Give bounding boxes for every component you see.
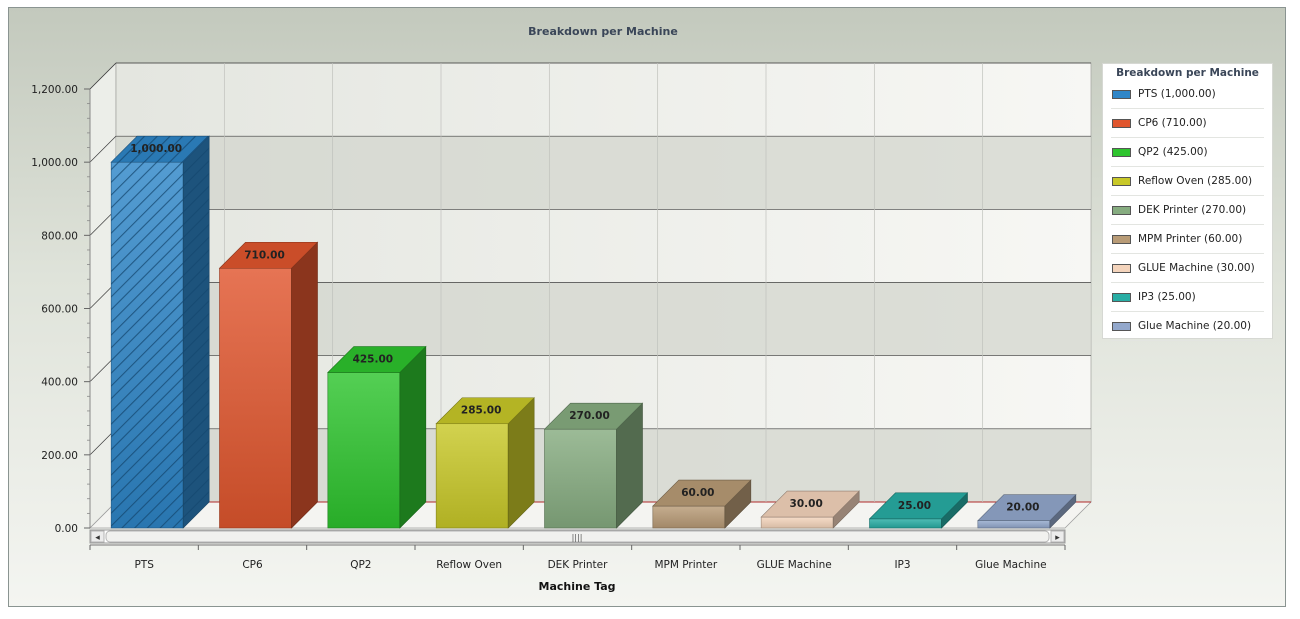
x-tick-label: QP2	[350, 559, 371, 571]
legend-item[interactable]: QP2 (425.00)	[1111, 139, 1264, 167]
bar-front	[652, 505, 726, 529]
bar-side	[291, 241, 318, 529]
legend-swatch	[1112, 119, 1131, 128]
bar-top	[218, 241, 319, 269]
bar[interactable]	[110, 135, 210, 529]
y-axis: 0.00 200.00 400.00 600.00 800.00 1,000.00 1,20…	[31, 84, 91, 535]
bar-value-label: 1,000.00	[130, 143, 182, 155]
x-axis: PTS CP6 QP2 Reflow Oven DEK Printer MPM Print…	[89, 544, 1066, 571]
bar[interactable]	[868, 492, 969, 529]
legend-label: CP6 (710.00)	[1138, 117, 1207, 129]
bar-front	[544, 428, 617, 529]
bar[interactable]	[760, 490, 860, 529]
scroll-right-button[interactable]: ▸	[1050, 530, 1065, 543]
legend-item[interactable]: Glue Machine (20.00)	[1111, 313, 1264, 341]
scroll-left-button[interactable]: ◂	[90, 530, 105, 543]
legend-swatch	[1112, 90, 1131, 99]
scroll-left-arrow-icon: ◂	[95, 533, 100, 543]
legend: Breakdown per Machine PTS (1,000.00) CP6 …	[1102, 63, 1273, 341]
legend-item[interactable]: PTS (1,000.00)	[1111, 81, 1264, 109]
legend-swatch	[1112, 177, 1131, 186]
x-tick-label: DEK Printer	[548, 559, 609, 571]
y-tick-label: 1,000.00	[31, 157, 78, 169]
bar[interactable]	[652, 479, 752, 529]
legend-item[interactable]: DEK Printer (270.00)	[1111, 197, 1264, 225]
legend-label: GLUE Machine (30.00)	[1138, 262, 1255, 274]
bar-value-label: 60.00	[681, 487, 714, 499]
legend-label: Reflow Oven (285.00)	[1138, 175, 1253, 187]
scroll-grip-icon[interactable]: ||||	[572, 533, 583, 542]
bar[interactable]	[977, 493, 1077, 529]
x-tick-label: IP3	[894, 559, 910, 571]
bar[interactable]	[543, 402, 644, 529]
bar-top	[760, 490, 860, 518]
x-tick-label: GLUE Machine	[757, 559, 832, 571]
legend-item[interactable]: MPM Printer (60.00)	[1111, 226, 1264, 254]
x-tick-label: PTS	[134, 559, 154, 571]
bar-side	[399, 345, 427, 529]
bar-value-label: 270.00	[569, 410, 610, 422]
legend-label: PTS (1,000.00)	[1138, 88, 1216, 100]
bar-value-label: 285.00	[461, 405, 502, 417]
legend-swatch	[1112, 264, 1131, 273]
y-tick-label: 400.00	[41, 377, 78, 389]
chart-title: Breakdown per Machine	[528, 25, 678, 38]
legend-label: QP2 (425.00)	[1138, 146, 1208, 158]
legend-label: MPM Printer (60.00)	[1138, 233, 1243, 245]
bar-top	[652, 479, 752, 507]
bar-top	[543, 402, 644, 430]
legend-swatch	[1112, 235, 1131, 244]
y-tick-label: 800.00	[41, 230, 78, 242]
bars	[110, 135, 1077, 529]
bar-value-label: 25.00	[898, 500, 931, 512]
legend-item[interactable]: GLUE Machine (30.00)	[1111, 255, 1264, 283]
bar-top	[435, 397, 535, 425]
x-tick-label: MPM Printer	[654, 559, 717, 571]
bar-value-label: 425.00	[353, 354, 394, 366]
bar-front	[869, 518, 942, 529]
bar-front	[977, 520, 1051, 529]
bar-value-label: 30.00	[790, 498, 823, 510]
y-gridline-side	[89, 135, 117, 163]
scroll-right-arrow-icon: ▸	[1055, 533, 1060, 543]
x-tick-label: Reflow Oven	[436, 559, 502, 571]
bar-top	[977, 494, 1077, 521]
bar-value-labels: 1,000.00 710.00 425.00 285.00 270.00 60.00 30.…	[130, 143, 1039, 514]
bar-front	[760, 516, 834, 529]
legend-label: DEK Printer (270.00)	[1138, 204, 1247, 216]
bar-front	[219, 267, 292, 529]
legend-swatch	[1112, 293, 1131, 302]
bar-front	[327, 372, 401, 529]
bar-value-label: 20.00	[1006, 502, 1039, 514]
legend-title: Breakdown per Machine	[1116, 67, 1259, 79]
x-tick-label: Glue Machine	[975, 559, 1046, 571]
legend-item[interactable]: IP3 (25.00)	[1111, 284, 1264, 312]
bar-front	[435, 423, 509, 529]
bar-top	[868, 492, 969, 520]
x-tick-label: CP6	[242, 559, 263, 571]
bar-value-label: 710.00	[244, 249, 285, 261]
legend-item[interactable]: CP6 (710.00)	[1111, 110, 1264, 138]
legend-item[interactable]: Reflow Oven (285.00)	[1111, 168, 1264, 196]
x-axis-title: Machine Tag	[539, 580, 616, 593]
legend-label: Glue Machine (20.00)	[1138, 320, 1252, 332]
bar[interactable]	[218, 241, 319, 529]
legend-swatch	[1112, 322, 1131, 331]
legend-swatch	[1112, 148, 1131, 157]
y-tick-label: 600.00	[41, 304, 78, 316]
legend-label: IP3 (25.00)	[1138, 291, 1196, 303]
bar-top	[327, 346, 427, 373]
bar[interactable]	[435, 397, 535, 529]
y-gridline-side	[89, 62, 117, 90]
horizontal-scrollbar[interactable]: ◂ ▸ ||||	[89, 529, 1066, 544]
bar[interactable]	[327, 345, 427, 529]
y-tick-label: 1,200.00	[31, 84, 78, 96]
y-tick-label: 200.00	[41, 450, 78, 462]
legend-swatch	[1112, 206, 1131, 215]
y-tick-label: 0.00	[55, 523, 78, 535]
